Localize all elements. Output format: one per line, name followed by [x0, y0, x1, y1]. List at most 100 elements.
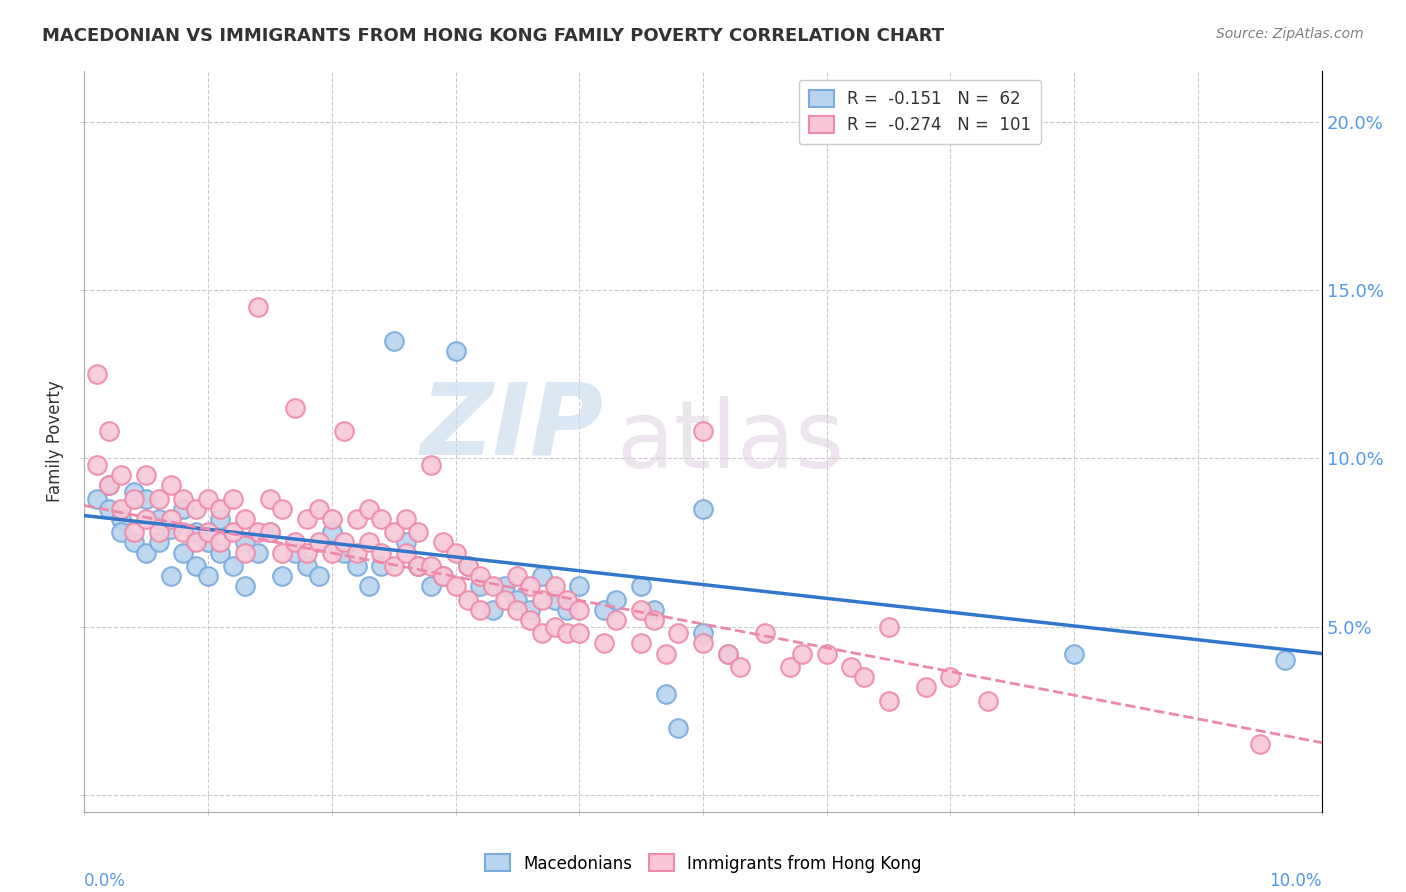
- Point: [976, 694, 998, 708]
- Point: [643, 613, 665, 627]
- Point: [172, 501, 194, 516]
- Point: [717, 647, 740, 661]
- Point: [135, 491, 157, 506]
- Point: [160, 512, 183, 526]
- Point: [233, 512, 256, 526]
- Point: [110, 525, 132, 540]
- Point: [692, 636, 714, 650]
- Point: [666, 721, 689, 735]
- Point: [382, 334, 405, 348]
- Point: [630, 636, 652, 650]
- Point: [419, 559, 441, 574]
- Text: ZIP: ZIP: [420, 378, 605, 475]
- Point: [531, 592, 554, 607]
- Point: [543, 579, 565, 593]
- Point: [259, 491, 281, 506]
- Point: [408, 559, 430, 574]
- Point: [506, 603, 529, 617]
- Point: [86, 458, 108, 472]
- Point: [568, 579, 591, 593]
- Point: [271, 501, 294, 516]
- Point: [184, 559, 207, 574]
- Point: [754, 626, 776, 640]
- Point: [605, 592, 627, 607]
- Point: [815, 647, 838, 661]
- Point: [630, 603, 652, 617]
- Point: [135, 545, 157, 560]
- Point: [86, 491, 108, 506]
- Point: [531, 626, 554, 640]
- Point: [308, 569, 330, 583]
- Point: [1249, 738, 1271, 752]
- Point: [160, 522, 183, 536]
- Point: [184, 501, 207, 516]
- Point: [593, 603, 616, 617]
- Point: [308, 501, 330, 516]
- Point: [197, 491, 219, 506]
- Point: [841, 660, 863, 674]
- Point: [395, 535, 418, 549]
- Point: [555, 603, 578, 617]
- Point: [357, 535, 380, 549]
- Point: [184, 525, 207, 540]
- Point: [284, 545, 307, 560]
- Point: [630, 579, 652, 593]
- Point: [470, 579, 492, 593]
- Point: [295, 559, 318, 574]
- Point: [357, 579, 380, 593]
- Point: [395, 512, 418, 526]
- Text: atlas: atlas: [616, 395, 845, 488]
- Point: [271, 569, 294, 583]
- Point: [295, 512, 318, 526]
- Point: [543, 592, 565, 607]
- Point: [692, 425, 714, 439]
- Point: [209, 545, 232, 560]
- Point: [370, 512, 392, 526]
- Text: 0.0%: 0.0%: [84, 872, 127, 890]
- Point: [209, 512, 232, 526]
- Point: [444, 343, 467, 358]
- Point: [346, 559, 368, 574]
- Point: [148, 525, 170, 540]
- Point: [852, 670, 875, 684]
- Point: [233, 535, 256, 549]
- Y-axis label: Family Poverty: Family Poverty: [46, 381, 65, 502]
- Point: [246, 545, 269, 560]
- Point: [197, 525, 219, 540]
- Point: [222, 525, 245, 540]
- Point: [357, 501, 380, 516]
- Point: [494, 579, 516, 593]
- Point: [432, 535, 454, 549]
- Point: [321, 512, 343, 526]
- Point: [877, 619, 900, 633]
- Point: [284, 401, 307, 415]
- Point: [172, 545, 194, 560]
- Point: [692, 501, 714, 516]
- Point: [98, 425, 121, 439]
- Point: [222, 559, 245, 574]
- Point: [555, 592, 578, 607]
- Point: [470, 603, 492, 617]
- Point: [259, 525, 281, 540]
- Point: [692, 626, 714, 640]
- Point: [395, 545, 418, 560]
- Point: [655, 687, 678, 701]
- Point: [222, 491, 245, 506]
- Point: [209, 501, 232, 516]
- Point: [135, 512, 157, 526]
- Point: [481, 579, 503, 593]
- Point: [197, 535, 219, 549]
- Point: [148, 535, 170, 549]
- Point: [160, 478, 183, 492]
- Point: [481, 603, 503, 617]
- Point: [209, 535, 232, 549]
- Point: [321, 545, 343, 560]
- Point: [184, 535, 207, 549]
- Point: [1063, 647, 1085, 661]
- Point: [382, 525, 405, 540]
- Point: [86, 368, 108, 382]
- Point: [432, 569, 454, 583]
- Point: [444, 579, 467, 593]
- Point: [98, 501, 121, 516]
- Point: [122, 535, 145, 549]
